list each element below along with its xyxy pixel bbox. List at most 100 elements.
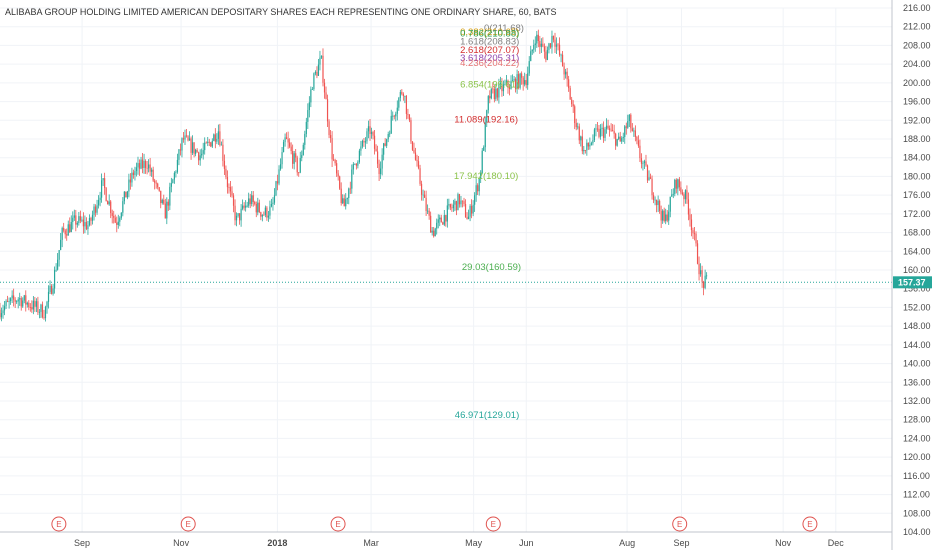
candle-body — [699, 270, 702, 275]
candle-body — [630, 114, 632, 129]
candle-body — [498, 83, 500, 98]
candle-body — [69, 224, 71, 233]
candle-body — [170, 183, 172, 187]
candle-body — [10, 298, 12, 302]
x-tick-label: Sep — [673, 538, 689, 548]
candle-body — [245, 205, 247, 208]
candle-body — [258, 202, 260, 213]
y-tick-label: 188.00 — [903, 134, 931, 144]
candle-body — [207, 141, 209, 143]
candle-body — [542, 43, 544, 47]
earnings-marker[interactable] — [672, 516, 688, 532]
candle-body — [612, 130, 614, 132]
candle-body — [610, 129, 612, 131]
candle-body — [615, 133, 617, 146]
candle-body — [108, 201, 110, 205]
candle-body — [17, 299, 19, 302]
x-tick-label: May — [465, 538, 483, 548]
fib-level-label: 3.618(205.31) — [460, 53, 519, 64]
candle-body — [695, 233, 697, 244]
candle-body — [343, 198, 345, 207]
earnings-marker[interactable] — [180, 516, 196, 532]
candle-body — [0, 309, 1, 318]
candle-body — [267, 215, 270, 218]
y-tick-label: 112.00 — [903, 490, 930, 500]
candle-body — [152, 169, 154, 181]
candle-body — [32, 300, 34, 310]
candle-body — [420, 183, 423, 195]
candle-body — [486, 110, 488, 123]
candle-body — [510, 80, 512, 89]
candle-body — [339, 176, 341, 189]
candle-body — [460, 200, 462, 205]
candle-body — [546, 49, 549, 60]
candle-body — [493, 88, 495, 100]
candle-body — [490, 88, 492, 99]
earnings-marker-label: E — [186, 520, 191, 529]
y-tick-label: 172.00 — [903, 209, 931, 219]
x-tick-label: Nov — [775, 538, 792, 548]
candle-body — [210, 142, 212, 147]
candle-body — [458, 194, 461, 205]
candle-body — [464, 204, 467, 218]
earnings-marker[interactable] — [802, 516, 818, 532]
grid-layer — [0, 7, 892, 533]
earnings-marker[interactable] — [51, 516, 67, 532]
candle-body — [574, 106, 576, 124]
y-tick-label: 168.00 — [903, 228, 931, 238]
candle-body — [238, 213, 241, 221]
candle-body — [307, 110, 309, 122]
candle-body — [213, 134, 215, 141]
earnings-marker[interactable] — [330, 516, 346, 532]
candle-body — [387, 134, 389, 140]
candle-body — [201, 153, 203, 156]
candle-body — [25, 295, 27, 305]
fib-level-label: 4.236(204.22) — [460, 58, 519, 69]
candle-body — [528, 61, 530, 74]
candle-body — [20, 298, 22, 307]
candle-body — [599, 128, 602, 137]
candle-body — [395, 113, 397, 117]
candle-body — [533, 45, 535, 50]
candle-body — [627, 121, 629, 128]
candle-body — [311, 89, 313, 90]
candle-body — [304, 133, 306, 145]
candle-body — [60, 239, 62, 251]
candle-body — [151, 169, 153, 172]
candle-body — [234, 205, 236, 221]
candle-body — [122, 201, 124, 213]
fib-level-label: 11.089(192.16) — [454, 115, 518, 126]
candle-body — [222, 144, 224, 161]
candle-body — [208, 141, 210, 143]
candle-body — [619, 136, 621, 142]
candle-body — [480, 173, 482, 179]
y-tick-label: 152.00 — [903, 302, 931, 312]
candle-body — [525, 80, 527, 86]
candle-body — [651, 178, 653, 196]
candle-body — [492, 88, 494, 90]
earnings-marker[interactable] — [485, 516, 501, 532]
candle-body — [514, 78, 517, 90]
candle-body — [496, 88, 498, 98]
candle-body — [581, 136, 583, 152]
candle-body — [242, 205, 244, 209]
candle-body — [675, 179, 677, 189]
candle-body — [589, 144, 591, 147]
candle-body — [243, 205, 245, 208]
x-tick-label: Sep — [74, 538, 90, 548]
candle-body — [580, 136, 582, 141]
candle-body — [417, 161, 420, 169]
y-tick-label: 144.00 — [903, 340, 931, 350]
candle-body — [583, 149, 585, 152]
candle-body — [461, 200, 464, 202]
candle-body — [575, 123, 577, 128]
y-tick-label: 108.00 — [903, 508, 931, 518]
candle-body — [483, 147, 485, 151]
candle-body — [345, 199, 347, 207]
candle-body — [373, 135, 376, 149]
candle-body — [123, 191, 125, 202]
candle-body — [672, 193, 674, 195]
